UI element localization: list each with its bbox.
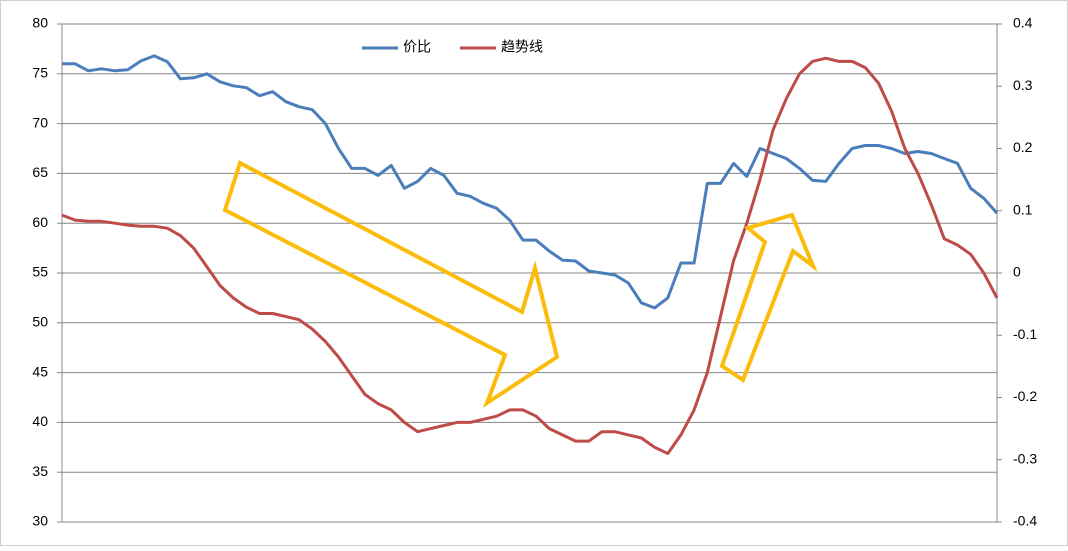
down-arrow [222, 160, 560, 409]
y2-tick-label: 0.3 [1013, 77, 1033, 93]
y2-tick-label: -0.3 [1013, 450, 1037, 466]
y-tick-label: 60 [32, 214, 48, 230]
legend-label: 趋势线 [501, 39, 543, 55]
y-tick-label: 30 [32, 513, 48, 529]
plot [61, 54, 999, 455]
grid: 30 35 40 45 50 55 60 65 70 75 80 -0.4 -0.3 -0.2 -0.1 0 0… [32, 15, 1037, 529]
series-line [62, 54, 999, 310]
y2-tick-label: -0.2 [1013, 388, 1037, 404]
y2-tick-label: 0.4 [1013, 15, 1033, 31]
y-tick-label: 45 [32, 363, 48, 379]
y2-tick-label: 0 [1013, 264, 1021, 280]
series-line [61, 56, 999, 455]
up-arrow [719, 212, 818, 384]
y2-tick-label: -0.1 [1013, 326, 1037, 342]
y-tick-label: 80 [32, 15, 48, 31]
y-tick-label: 55 [32, 264, 48, 280]
y2-tick-label: 0.2 [1013, 139, 1033, 155]
y-tick-label: 40 [32, 413, 48, 429]
y-tick-label: 70 [32, 114, 48, 130]
y-tick-label: 50 [32, 314, 48, 330]
y2-tick-label: 0.1 [1013, 201, 1033, 217]
y-tick-label: 35 [32, 463, 48, 479]
legend-label: 价比 [403, 39, 431, 55]
y2-tick-label: -0.4 [1013, 513, 1037, 529]
y-tick-label: 75 [32, 65, 48, 81]
legend: 价比 趋势线 [362, 39, 543, 55]
y-tick-label: 65 [32, 164, 48, 180]
